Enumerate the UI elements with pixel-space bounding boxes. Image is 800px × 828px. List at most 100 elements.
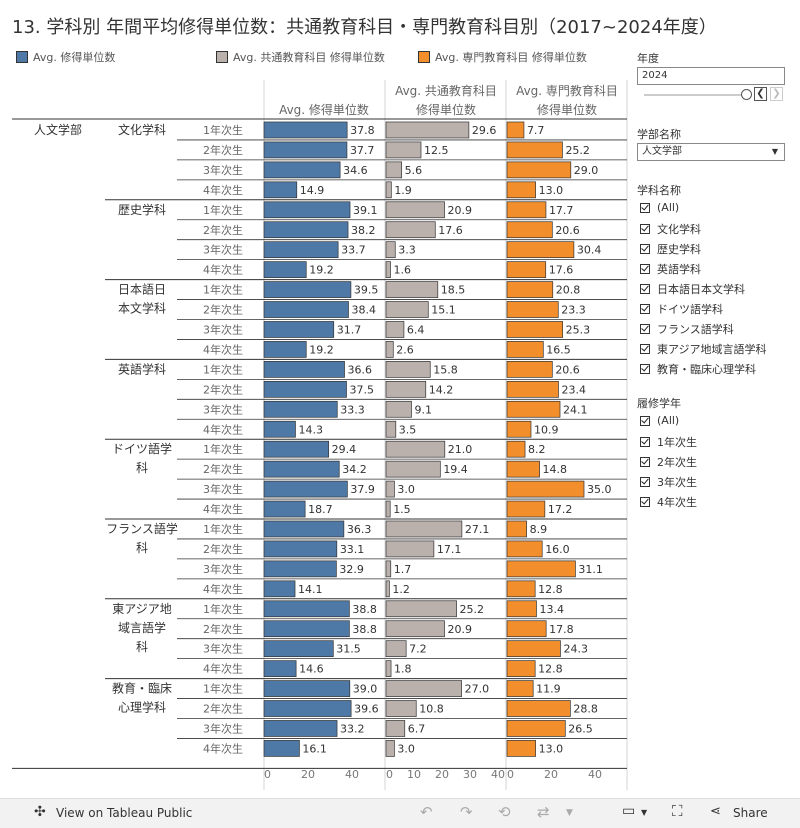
prev-year-button[interactable]: ❮ xyxy=(754,87,767,101)
checkbox-checked-icon[interactable] xyxy=(640,304,650,314)
data-label-special: 16.5 xyxy=(546,343,571,356)
year-label: 2年次生 xyxy=(203,462,243,476)
data-label-special: 28.8 xyxy=(573,703,598,716)
grade-filter-item[interactable]: 2年次生 xyxy=(640,454,697,470)
year-label: 4年次生 xyxy=(203,502,243,516)
checkbox-checked-icon[interactable] xyxy=(640,244,650,254)
data-label-special: 20.6 xyxy=(555,224,580,237)
legend-item-common[interactable]: Avg. 共通教育科目 修得単位数 xyxy=(216,49,385,65)
axis-tick-label: 20 xyxy=(301,768,315,781)
bar-special xyxy=(506,440,526,458)
dept-filter-label: 東アジア地域言語学科 xyxy=(657,343,767,356)
data-label-common: 1.7 xyxy=(394,563,412,576)
bar-special xyxy=(506,520,527,538)
dept-filter-item[interactable]: 文化学科 xyxy=(640,221,701,237)
bar-common xyxy=(385,420,397,438)
checkbox-checked-icon[interactable] xyxy=(640,202,650,213)
refresh-icon[interactable]: ⇄ xyxy=(537,803,550,821)
data-label-avg: 33.3 xyxy=(340,403,365,416)
axis-tick-label: 20 xyxy=(544,768,558,781)
bar-special xyxy=(506,221,553,239)
checkbox-checked-icon[interactable] xyxy=(640,324,650,334)
bar-avg xyxy=(263,580,296,598)
bar-special xyxy=(506,580,536,598)
bar-avg xyxy=(263,600,350,618)
data-label-avg: 18.7 xyxy=(308,503,333,516)
checkbox-checked-icon[interactable] xyxy=(640,477,650,487)
checkbox-checked-icon[interactable] xyxy=(640,497,650,507)
dept-filter-item[interactable]: 英語学科 xyxy=(640,261,701,277)
checkbox-checked-icon[interactable] xyxy=(640,264,650,274)
grade-filter-item[interactable]: 3年次生 xyxy=(640,474,697,490)
legend-label-avg: Avg. 修得単位数 xyxy=(33,51,116,64)
bar-common xyxy=(385,720,406,737)
dept-label: 域言語学 xyxy=(118,620,166,635)
data-label-common: 9.1 xyxy=(414,403,432,416)
legend-item-special[interactable]: Avg. 専門教育科目 修得単位数 xyxy=(418,49,587,65)
data-label-special: 8.2 xyxy=(528,443,546,456)
bar-special xyxy=(506,560,576,578)
dept-label: 本文学科 xyxy=(118,301,166,316)
bar-common xyxy=(385,540,435,558)
share-icon[interactable]: ⋖ xyxy=(710,804,721,819)
dept-filter-item[interactable]: (All) xyxy=(640,201,679,214)
data-label-special: 11.9 xyxy=(536,683,561,696)
bar-avg xyxy=(263,161,341,179)
year-label: 1年次生 xyxy=(203,602,243,616)
year-filter-title: 年度 xyxy=(637,52,659,65)
dept-filter-item[interactable]: 東アジア地域言語学科 xyxy=(640,341,767,357)
undo-icon[interactable]: ↶ xyxy=(420,803,433,821)
view-on-tableau-link[interactable]: View on Tableau Public xyxy=(56,806,193,820)
data-label-common: 17.1 xyxy=(437,543,462,556)
year-label: 2年次生 xyxy=(203,303,243,317)
dept-filter-item[interactable]: 教育・臨床心理学科 xyxy=(640,361,756,377)
year-slider-handle[interactable] xyxy=(741,89,752,100)
next-year-button[interactable]: ❯ xyxy=(770,87,783,101)
share-button[interactable]: Share xyxy=(733,806,768,820)
checkbox-checked-icon[interactable] xyxy=(640,457,650,467)
data-label-common: 14.2 xyxy=(429,383,454,396)
dept-filter-item[interactable]: 日本語日本文学科 xyxy=(640,281,745,297)
data-label-special: 23.3 xyxy=(561,304,586,317)
data-label-common: 20.9 xyxy=(448,623,473,636)
fullscreen-icon[interactable]: ⛶ xyxy=(672,802,683,820)
data-label-avg: 33.1 xyxy=(340,543,365,556)
comment-icon[interactable]: ▭ xyxy=(622,803,636,819)
revert-icon[interactable]: ⟲ xyxy=(498,803,511,821)
dept-filter-item[interactable]: ドイツ語学科 xyxy=(640,301,723,317)
data-label-common: 1.2 xyxy=(392,583,410,596)
data-label-avg: 19.2 xyxy=(309,343,334,356)
checkbox-checked-icon[interactable] xyxy=(640,364,650,374)
tableau-logo-icon: ✣ xyxy=(34,804,46,820)
year-input[interactable]: 2024 xyxy=(637,67,785,85)
checkbox-checked-icon[interactable] xyxy=(640,284,650,294)
bar-common xyxy=(385,580,390,598)
year-slider-track[interactable] xyxy=(644,94,749,96)
comment-dropdown-icon[interactable]: ▼ xyxy=(641,808,648,817)
bar-common xyxy=(385,740,395,757)
data-label-special: 30.4 xyxy=(577,244,602,257)
checkbox-checked-icon[interactable] xyxy=(640,415,650,426)
axis-tick-label: 40 xyxy=(491,768,505,781)
checkbox-checked-icon[interactable] xyxy=(640,224,650,234)
redo-icon[interactable]: ↷ xyxy=(460,803,473,821)
bar-avg xyxy=(263,221,349,239)
grade-filter-label: 2年次生 xyxy=(657,456,697,469)
grade-filter-item[interactable]: (All) xyxy=(640,414,679,427)
grade-filter-item[interactable]: 4年次生 xyxy=(640,494,697,510)
bar-special xyxy=(506,540,543,558)
grade-filter-label: 4年次生 xyxy=(657,496,697,509)
grade-filter-item[interactable]: 1年次生 xyxy=(640,434,697,450)
bar-common xyxy=(385,500,391,518)
faculty-dropdown[interactable]: 人文学部 ▼ xyxy=(637,143,785,161)
dept-label: 科 xyxy=(136,461,148,475)
dept-filter-item[interactable]: 歴史学科 xyxy=(640,241,701,257)
checkbox-checked-icon[interactable] xyxy=(640,437,650,447)
year-label: 2年次生 xyxy=(203,223,243,237)
bar-common xyxy=(385,341,394,358)
legend-item-avg[interactable]: Avg. 修得単位数 xyxy=(16,49,115,65)
refresh-dropdown-icon[interactable]: ▼ xyxy=(566,808,573,818)
dept-filter-item[interactable]: フランス語学科 xyxy=(640,321,734,337)
checkbox-checked-icon[interactable] xyxy=(640,344,650,354)
